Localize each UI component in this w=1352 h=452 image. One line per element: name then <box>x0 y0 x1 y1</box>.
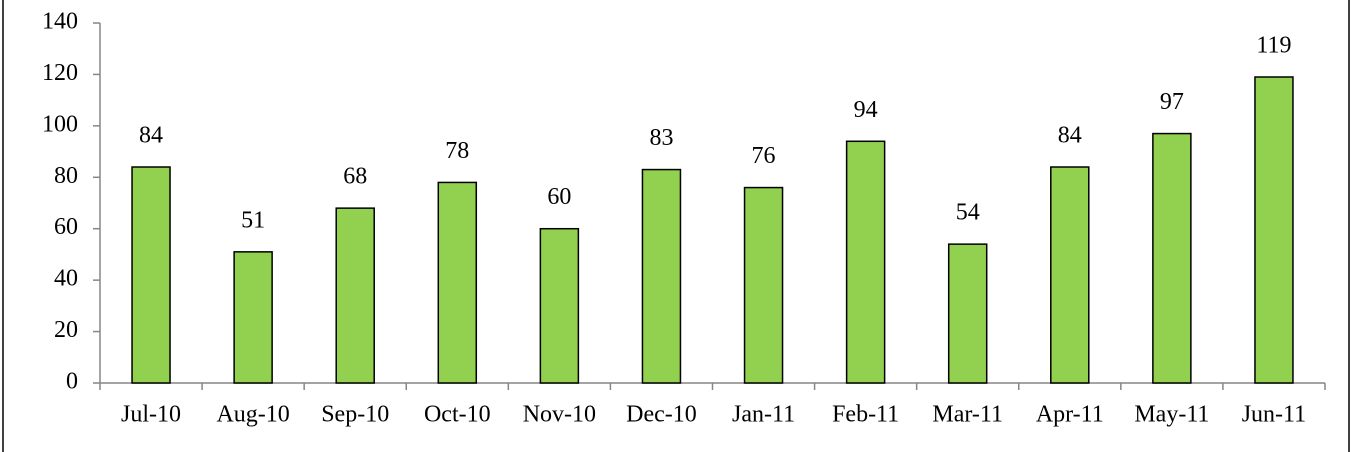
bar <box>1152 132 1192 384</box>
x-tick-label: Oct-10 <box>424 402 491 428</box>
bar <box>335 207 375 384</box>
data-label: 76 <box>752 143 776 169</box>
bar <box>1050 166 1090 384</box>
data-label: 84 <box>139 123 163 149</box>
y-tick-label: 120 <box>42 60 78 86</box>
data-label: 68 <box>343 164 367 190</box>
x-tick-label: Mar-11 <box>932 402 1003 428</box>
bar <box>641 168 682 384</box>
x-tick-label: Jan-11 <box>732 402 795 428</box>
data-label: 94 <box>854 97 878 123</box>
bar <box>233 251 273 384</box>
y-tick-label: 20 <box>54 317 78 343</box>
x-tick-label: Sep-10 <box>321 402 389 428</box>
data-label: 60 <box>547 184 571 210</box>
y-tick-label: 40 <box>54 266 78 292</box>
x-tick-label: May-11 <box>1134 402 1209 428</box>
bar <box>1254 76 1294 384</box>
data-label: 78 <box>445 138 469 164</box>
data-label: 84 <box>1058 123 1082 149</box>
bar <box>845 140 886 384</box>
data-label: 83 <box>649 125 673 151</box>
x-tick-label: Apr-11 <box>1036 402 1104 428</box>
bar <box>131 166 171 384</box>
y-tick-label: 0 <box>66 369 78 395</box>
y-tick-label: 140 <box>42 9 78 35</box>
x-tick-label: Jun-11 <box>1242 402 1306 428</box>
y-tick-label: 100 <box>42 111 78 137</box>
data-label: 51 <box>241 207 265 233</box>
bar <box>437 181 478 384</box>
x-tick-label: Nov-10 <box>523 402 596 428</box>
x-tick-label: Dec-10 <box>626 402 697 428</box>
data-label: 97 <box>1160 89 1184 115</box>
y-tick-label: 80 <box>54 163 78 189</box>
bar <box>539 227 580 384</box>
x-tick-label: Jul-10 <box>121 402 181 428</box>
data-label: 119 <box>1256 33 1291 59</box>
x-tick-label: Feb-11 <box>832 402 899 428</box>
y-tick-label: 60 <box>54 214 78 240</box>
bar <box>947 243 988 384</box>
x-tick-label: Aug-10 <box>216 402 289 428</box>
data-label: 54 <box>956 200 980 226</box>
bar <box>743 186 784 384</box>
